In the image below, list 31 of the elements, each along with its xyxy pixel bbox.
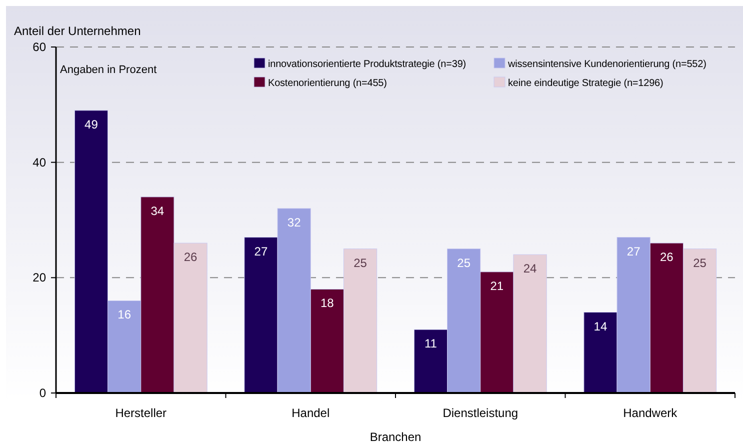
data-label: 14	[594, 319, 608, 334]
legend-label: Kostenorientierung (n=455)	[268, 78, 387, 89]
data-label: 21	[490, 278, 504, 293]
annotation: Angaben in Prozent	[60, 64, 157, 76]
data-label: 25	[354, 256, 368, 270]
data-label: 26	[184, 250, 198, 264]
y-tick-label: 0	[39, 386, 46, 400]
legend-label: wissensintensive Kundenorientierung (n=552)	[507, 59, 706, 70]
data-label: 24	[523, 262, 538, 276]
data-label: 26	[660, 250, 674, 264]
legend-label: keine eindeutige Strategie (n=1296)	[508, 78, 664, 89]
data-label: 34	[150, 204, 164, 218]
x-tick-label: Hersteller	[115, 406, 167, 420]
data-label: 49	[84, 117, 98, 132]
x-tick-label: Handel	[292, 406, 330, 420]
data-label: 16	[118, 308, 132, 322]
x-tick-label: Dienstleistung	[442, 406, 518, 420]
y-tick-label: 20	[32, 270, 46, 285]
legend-label: innovationsorientierte Produktstrategie (n=39)	[268, 59, 466, 70]
data-label: 27	[626, 244, 641, 258]
x-axis-title: Branchen	[370, 430, 422, 444]
data-label: 32	[287, 215, 302, 230]
data-label: 11	[424, 336, 438, 351]
data-label: 25	[457, 256, 471, 270]
data-label: 18	[320, 296, 334, 310]
data-label: 25	[693, 256, 707, 270]
y-tick-label: 60	[32, 40, 46, 54]
x-tick-label: Handwerk	[623, 406, 678, 420]
y-tick-label: 40	[32, 155, 46, 170]
data-label: 27	[254, 244, 268, 258]
y-axis-title: Anteil der Unternehmen	[14, 24, 141, 38]
